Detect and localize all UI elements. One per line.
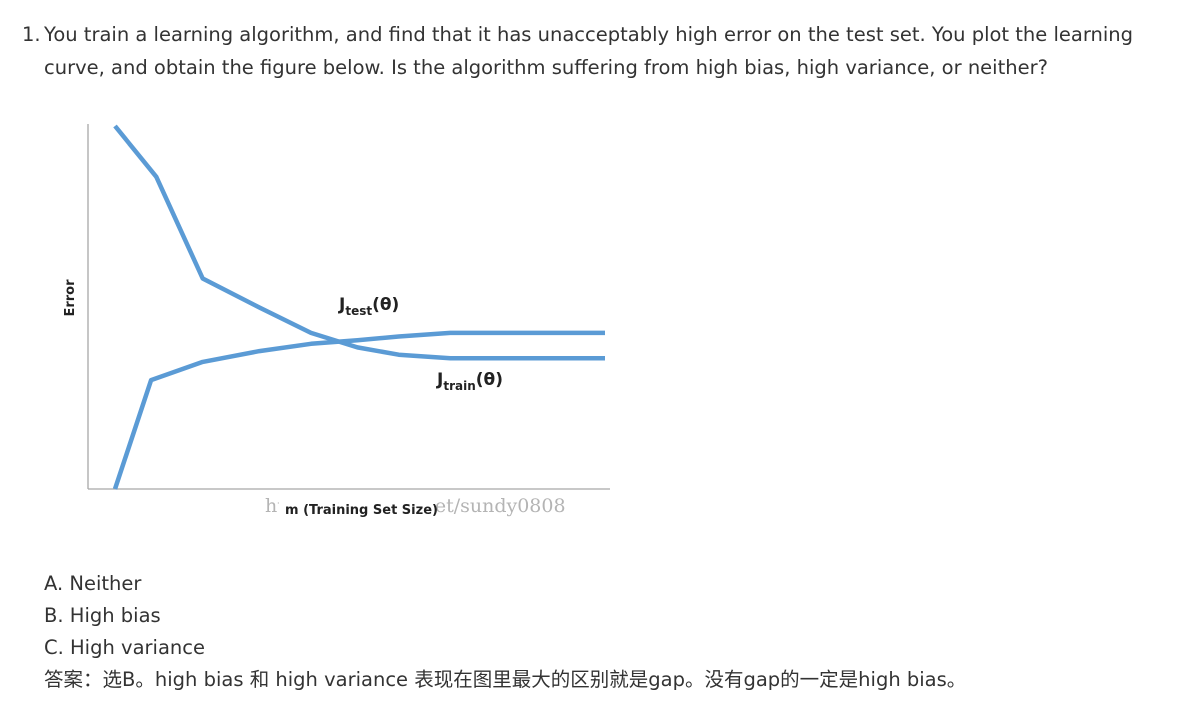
question-text: You train a learning algorithm, and find…	[44, 23, 1134, 79]
option-c: C. High variance	[44, 636, 205, 659]
series-layer	[112, 124, 605, 490]
learning-curve-figure: http://blog.csdn.net/sundy0808 Error m (…	[55, 118, 655, 523]
test-label-sub: test	[345, 304, 372, 318]
option-a: A. Neither	[44, 572, 142, 595]
train-label-sub: train	[443, 379, 475, 393]
options-block: A. Neither B. High bias C. High variance…	[44, 568, 966, 696]
test-label-arg: (θ)	[372, 295, 399, 315]
train-curve-label: Jtrain(θ)	[436, 370, 503, 393]
option-b: B. High bias	[44, 604, 161, 627]
x-axis-label: m (Training Set Size)	[285, 503, 438, 518]
test-curve-line	[113, 124, 605, 361]
y-axis-label: Error	[63, 279, 78, 317]
test-curve-label: Jtest(θ)	[338, 295, 399, 318]
test-label-main: J	[338, 295, 345, 315]
train-curve-line	[112, 330, 605, 490]
train-label-arg: (θ)	[476, 370, 503, 390]
x-label-background	[279, 495, 435, 519]
train-label-main: J	[436, 370, 443, 390]
answer-text: 答案：选B。high bias 和 high variance 表现在图里最大的…	[44, 668, 967, 691]
question-number: 1.	[22, 23, 41, 46]
learning-curve-chart: http://blog.csdn.net/sundy0808 Error m (…	[63, 124, 610, 519]
question-block: 1. You train a learning algorithm, and f…	[22, 18, 1187, 84]
